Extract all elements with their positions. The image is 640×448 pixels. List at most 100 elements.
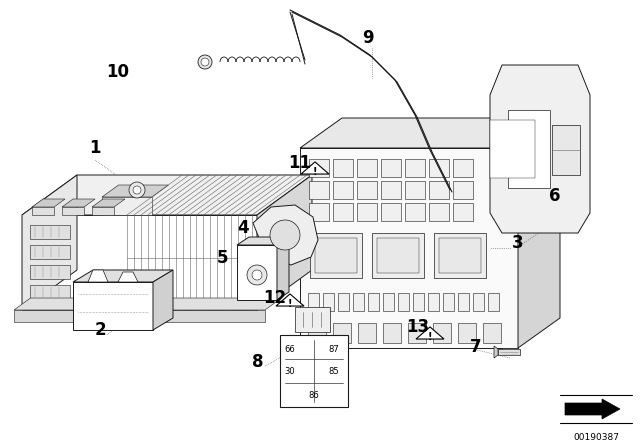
Text: 6: 6 <box>549 187 561 205</box>
Polygon shape <box>257 175 312 310</box>
Polygon shape <box>277 237 289 300</box>
Bar <box>333 181 353 199</box>
Bar <box>498 349 520 355</box>
Polygon shape <box>300 148 518 348</box>
Polygon shape <box>276 294 304 306</box>
Text: !: ! <box>313 167 317 177</box>
Bar <box>372 233 424 278</box>
Text: 5: 5 <box>217 249 228 267</box>
Bar <box>310 233 362 278</box>
Polygon shape <box>92 207 114 215</box>
Bar <box>458 323 476 343</box>
Text: 8: 8 <box>252 353 264 371</box>
Text: 85: 85 <box>329 366 339 375</box>
Text: 13: 13 <box>406 318 429 336</box>
Text: 66: 66 <box>285 345 296 353</box>
Bar <box>280 335 348 407</box>
Bar <box>308 323 326 343</box>
Text: 10: 10 <box>106 63 129 81</box>
Bar <box>428 293 439 311</box>
Bar <box>358 323 376 343</box>
Bar <box>381 203 401 221</box>
Polygon shape <box>102 197 152 215</box>
Circle shape <box>270 220 300 250</box>
Text: !: ! <box>288 299 292 309</box>
Bar <box>295 307 330 332</box>
Polygon shape <box>102 185 168 197</box>
Bar <box>309 203 329 221</box>
Bar <box>309 159 329 177</box>
Polygon shape <box>22 175 312 215</box>
Text: 12: 12 <box>264 289 287 307</box>
Bar <box>429 181 449 199</box>
Bar <box>353 293 364 311</box>
Text: !: ! <box>428 332 432 342</box>
Text: 2: 2 <box>94 321 106 339</box>
Polygon shape <box>237 237 289 245</box>
Circle shape <box>198 55 212 69</box>
Bar <box>383 293 394 311</box>
Bar <box>453 159 473 177</box>
Bar <box>473 293 484 311</box>
Polygon shape <box>494 346 498 358</box>
Bar <box>408 323 426 343</box>
Polygon shape <box>30 225 70 239</box>
Bar <box>439 238 481 273</box>
Text: 11: 11 <box>289 154 312 172</box>
Polygon shape <box>88 270 108 282</box>
Bar <box>434 233 486 278</box>
Polygon shape <box>253 205 318 265</box>
Polygon shape <box>62 199 95 207</box>
Polygon shape <box>30 285 70 299</box>
Bar <box>429 203 449 221</box>
Bar <box>453 203 473 221</box>
Polygon shape <box>73 282 153 330</box>
Polygon shape <box>508 110 550 188</box>
Bar <box>368 293 379 311</box>
Polygon shape <box>565 399 620 419</box>
Circle shape <box>133 186 141 194</box>
Bar <box>383 323 401 343</box>
Text: 3: 3 <box>512 234 524 252</box>
Polygon shape <box>118 272 138 282</box>
Circle shape <box>252 270 262 280</box>
Bar <box>443 293 454 311</box>
Bar <box>398 293 409 311</box>
Text: 86: 86 <box>308 391 319 400</box>
Text: 30: 30 <box>285 366 295 375</box>
Bar <box>309 181 329 199</box>
Bar <box>357 159 377 177</box>
Bar <box>357 203 377 221</box>
Text: 1: 1 <box>89 139 100 157</box>
Text: 9: 9 <box>362 29 374 47</box>
Bar <box>323 293 334 311</box>
Bar <box>315 238 357 273</box>
Text: 00190387: 00190387 <box>573 433 619 442</box>
Circle shape <box>129 182 145 198</box>
Bar <box>405 159 425 177</box>
Polygon shape <box>22 175 77 310</box>
Polygon shape <box>490 120 535 178</box>
Polygon shape <box>518 118 560 348</box>
Polygon shape <box>153 270 173 330</box>
Polygon shape <box>301 162 329 174</box>
Bar <box>552 125 580 175</box>
Bar <box>14 310 265 322</box>
Text: 7: 7 <box>470 338 482 356</box>
Bar <box>483 323 501 343</box>
Polygon shape <box>32 199 65 207</box>
Polygon shape <box>416 327 444 339</box>
Circle shape <box>247 265 267 285</box>
Bar <box>377 238 419 273</box>
Bar <box>381 181 401 199</box>
Bar <box>453 181 473 199</box>
Bar <box>357 181 377 199</box>
Bar <box>333 159 353 177</box>
Text: 4: 4 <box>237 219 249 237</box>
Polygon shape <box>30 265 70 279</box>
Circle shape <box>201 58 209 66</box>
Polygon shape <box>32 207 54 215</box>
Polygon shape <box>300 118 560 148</box>
Polygon shape <box>490 65 590 233</box>
Bar <box>381 159 401 177</box>
